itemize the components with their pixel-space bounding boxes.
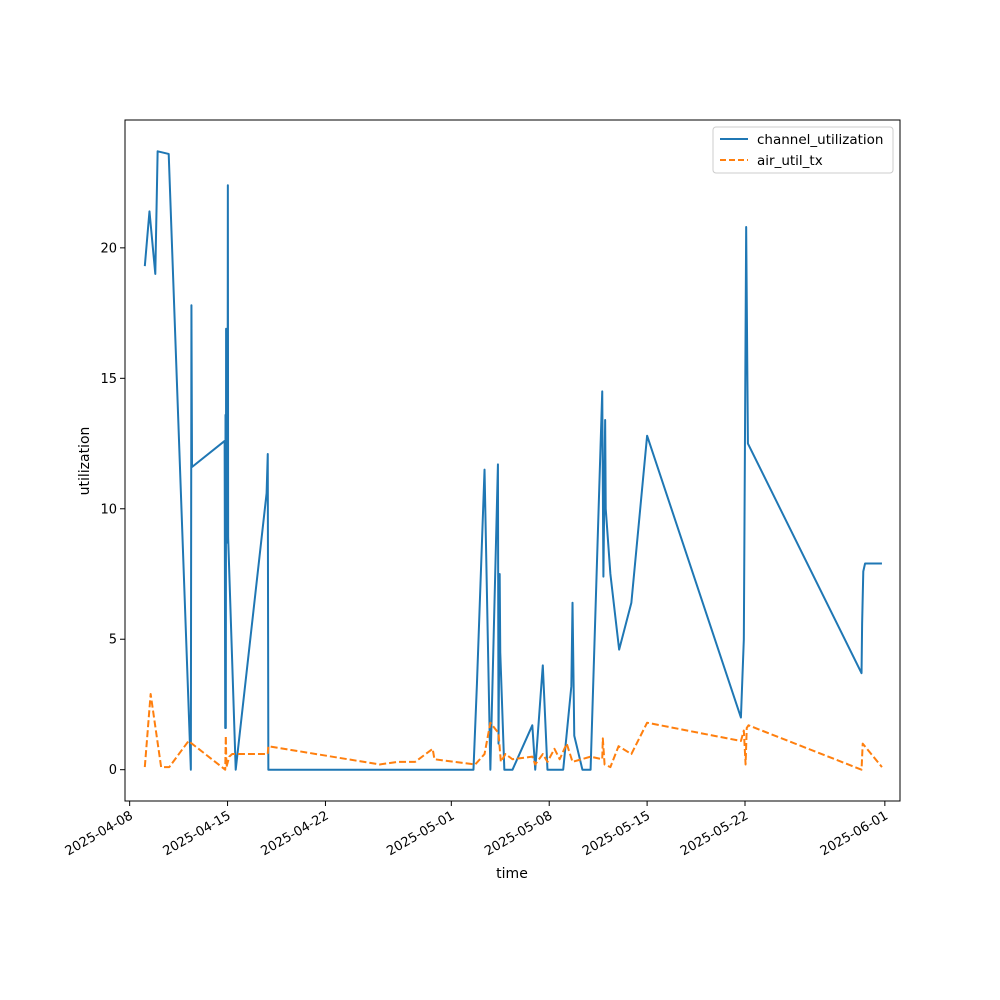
series-line-channel-utilization xyxy=(143,150,882,771)
y-axis-title: utilization xyxy=(77,427,93,496)
legend-box xyxy=(712,126,894,174)
legend: channel_utilization air_util_tx xyxy=(712,126,894,174)
plot-frame xyxy=(124,119,901,802)
y-axis: 0 5 10 15 20 xyxy=(100,241,125,778)
series-layer xyxy=(143,150,883,771)
y-tick-label: 20 xyxy=(100,241,117,256)
y-tick-label: 0 xyxy=(109,763,117,778)
series-line-air-util-tx xyxy=(143,693,883,771)
y-tick-label: 10 xyxy=(100,502,117,517)
legend-label-channel-utilization: channel_utilization xyxy=(757,132,884,148)
y-tick-label: 5 xyxy=(109,633,117,648)
y-tick-label: 15 xyxy=(100,372,117,387)
x-axis-title: time xyxy=(496,866,528,882)
legend-label-air-util-tx: air_util_tx xyxy=(757,153,823,169)
